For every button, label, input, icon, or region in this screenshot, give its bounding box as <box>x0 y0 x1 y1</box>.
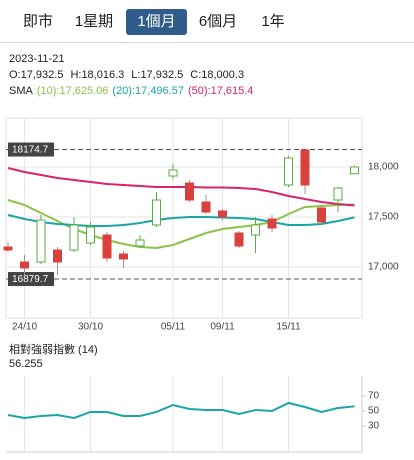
candle-body <box>69 224 79 251</box>
ohlc-value: C:18,000.3 <box>190 69 245 81</box>
candle-body <box>168 169 178 177</box>
info-panel: 2023-11-21 O:17,932.5 H:18,016.3 L:17,932.… <box>9 51 253 99</box>
reference-label: 18174.7 <box>12 145 49 156</box>
y-tick-label: 30 <box>368 421 380 432</box>
reference-label-box <box>8 142 54 157</box>
tab[interactable]: 1星期 <box>74 13 114 30</box>
rsi-value: 56.255 <box>9 358 43 370</box>
tab[interactable]: 1年 <box>261 13 285 30</box>
x-tick-label: 15/11 <box>276 322 301 333</box>
ohlc: O:17,932.5 H:18,016.3 L:17,932.5 C:18,000.3 <box>9 67 253 83</box>
candle-body <box>53 249 62 263</box>
tab-bar: 即市 1星期 1個月 6個月 1年 <box>0 0 414 43</box>
y-tick-label: 18,000 <box>368 162 399 173</box>
candle-body <box>234 232 244 247</box>
legend-entry: (20):17,496.57 <box>112 85 184 97</box>
sma-line <box>7 214 355 227</box>
x-tick-label: 09/11 <box>210 322 235 333</box>
reference-label: 16879.7 <box>12 274 49 285</box>
tab[interactable]: 1個月 <box>126 9 187 35</box>
candle-body <box>284 157 293 186</box>
rsi-title: 相對強弱指數 (14) <box>9 342 98 356</box>
sma-line <box>7 167 355 207</box>
plot-border <box>5 117 363 319</box>
candle-body <box>152 199 161 226</box>
y-tick-label: 70 <box>368 391 380 402</box>
x-tick-label: 24/10 <box>12 322 37 333</box>
ohlc-value: H:18,016.3 <box>70 69 125 81</box>
candle-body <box>36 219 46 263</box>
candle-body <box>350 166 359 175</box>
reference-label-box <box>8 272 54 287</box>
candle-body <box>333 187 343 201</box>
y-tick-label: 17,500 <box>368 212 399 223</box>
x-tick-label: 30/10 <box>78 322 103 333</box>
y-tick-label: 50 <box>368 406 380 417</box>
candle-body <box>185 182 194 201</box>
legend-title: SMA <box>9 85 33 97</box>
candle-body <box>3 246 13 251</box>
candle-body <box>86 226 95 244</box>
legend-entry: (50):17,615.4 <box>187 85 254 97</box>
ohlc-value: L:17,932.5 <box>131 69 184 81</box>
date: 2023-11-21 <box>9 53 65 65</box>
y-tick-label: 17,000 <box>368 262 399 273</box>
ohlc-value: O:17,932.5 <box>9 69 64 81</box>
legend-entry: (10):17,625.06 <box>36 85 109 97</box>
candle-body <box>251 224 260 236</box>
candle-body <box>201 201 211 213</box>
sma-legend: SMA (10):17,625.06 (20):17,496.57 (50):17,6… <box>9 83 253 99</box>
candle-body <box>102 234 112 259</box>
candle-body <box>135 239 145 247</box>
tab[interactable]: 6個月 <box>198 13 238 30</box>
candle-body <box>267 218 277 229</box>
tab[interactable]: 即市 <box>22 13 53 30</box>
candle-body <box>317 207 326 223</box>
rsi-line <box>7 401 355 420</box>
candle-body <box>20 261 29 269</box>
candle-body <box>218 210 227 218</box>
candle-body <box>300 149 310 186</box>
candle-body <box>119 253 128 260</box>
x-tick-label: 05/11 <box>161 322 186 333</box>
